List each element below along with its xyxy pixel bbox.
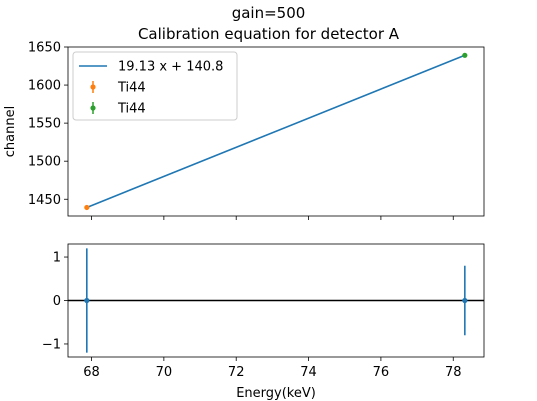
legend-label: Ti44 [117,81,146,96]
x-tick-label: 70 [156,365,173,380]
bottom-axes-frame [67,243,485,358]
y-tick-label: 1650 [28,41,61,56]
chart-subtitle: Calibration equation for detector A [137,25,400,43]
x-tick-label: 78 [445,365,462,380]
top-axes-frame [67,46,485,217]
top-panel: 1450 1500 1550 1600 1650 channel [3,41,485,220]
residual-point [84,297,90,304]
legend: 19.13 x + 140.8 Ti44 Ti44 [72,51,238,121]
legend-box [72,51,238,121]
y-tick-label: −1 [42,337,61,352]
x-tick-label: 74 [300,365,317,380]
legend-marker-swatch [90,105,96,111]
x-tick-label: 72 [228,365,245,380]
y-tick-label: 1600 [28,79,61,94]
data-point-orange [84,204,90,211]
chart-title: gain=500 [231,4,306,22]
y-tick-label: 0 [53,294,61,309]
legend-label: 19.13 x + 140.8 [118,60,223,75]
y-tick-label: 1500 [28,155,61,170]
x-tick-label: 68 [83,365,100,380]
residual-point [462,297,468,304]
fit-line [86,54,466,209]
legend-marker-swatch [90,84,96,90]
legend-label: Ti44 [117,102,146,117]
y-axis-label: channel [3,106,18,157]
x-tick-label: 76 [373,365,390,380]
x-axis-label: Energy(keV) [236,386,316,401]
y-tick-label: 1450 [28,193,61,208]
data-point-green [462,52,468,58]
y-tick-label: 1550 [28,117,61,132]
bottom-panel: −1 0 1 68 70 72 74 76 78 Energy(keV) [42,243,485,401]
y-tick-label: 1 [53,251,61,266]
